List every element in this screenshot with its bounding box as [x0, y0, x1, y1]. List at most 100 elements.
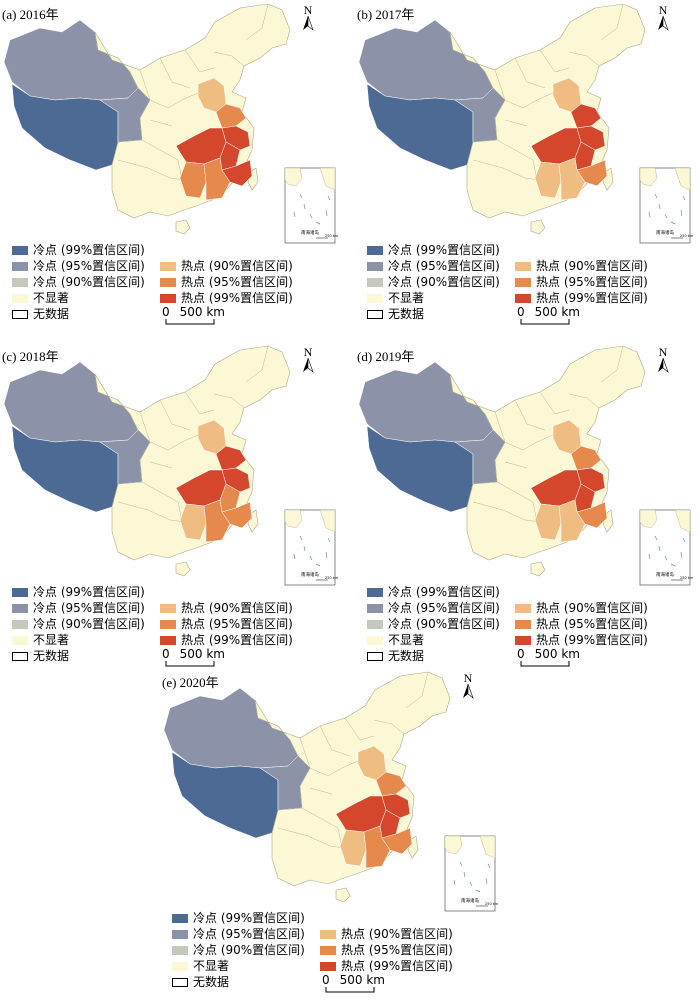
coldspot-swatch: [12, 619, 28, 629]
no-data-legend-label: 无数据: [388, 649, 425, 663]
scale-distance: 500 km: [179, 305, 225, 319]
svg-text:250 km: 250 km: [485, 902, 499, 906]
no-data-legend-label: 无数据: [33, 307, 70, 321]
legend-hot: 热点 (90%置信区间) 热点 (95%置信区间) 热点 (99%置信区间): [515, 258, 648, 306]
not-significant-swatch: [172, 961, 188, 971]
hotspot-legend-item: 热点 (99%置信区间): [515, 290, 648, 306]
coldspot-legend-item: 冷点 (95%置信区间): [172, 926, 305, 942]
legend-cold: 冷点 (99%置信区间) 冷点 (95%置信区间) 冷点 (90%置信区间) 不显著无…: [172, 910, 305, 990]
not-significant-legend-item: 不显著: [367, 290, 500, 306]
hotspot-swatch: [320, 961, 336, 971]
coldspot-swatch: [367, 245, 383, 255]
hotspot-legend-label: 热点 (95%置信区间): [341, 943, 453, 957]
region-zhejiang: [576, 159, 608, 187]
coldspot-swatch: [367, 603, 383, 613]
coldspot-legend-label: 冷点 (95%置信区间): [193, 927, 305, 941]
coldspot-legend-label: 冷点 (90%置信区间): [33, 617, 145, 631]
hotspot-legend-item: 热点 (95%置信区间): [320, 942, 453, 958]
no-data-legend-item: 无数据: [367, 648, 500, 664]
region-zhejiang: [381, 827, 413, 855]
legend-hot: 热点 (90%置信区间) 热点 (95%置信区间) 热点 (99%置信区间): [320, 926, 453, 974]
region-jiangxi: [203, 499, 231, 543]
china-map: N 南海诸岛 250 km: [163, 671, 499, 912]
svg-text:250 km: 250 km: [325, 576, 339, 580]
not-significant-swatch: [12, 293, 28, 303]
coldspot-legend-item: 冷点 (95%置信区间): [12, 258, 145, 274]
svg-text:N: N: [659, 345, 668, 359]
not-significant-legend-label: 不显著: [388, 291, 425, 305]
region-zhejiang: [576, 501, 608, 529]
svg-text:N: N: [304, 345, 313, 359]
legend-cold: 冷点 (99%置信区间) 冷点 (95%置信区间) 冷点 (90%置信区间) 不显著无…: [12, 584, 145, 664]
region-hainan: [335, 887, 351, 903]
no-data-swatch: [367, 651, 383, 661]
svg-text:南海诸岛: 南海诸岛: [301, 571, 319, 578]
legend-cold: 冷点 (99%置信区间) 冷点 (95%置信区间) 冷点 (90%置信区间) 不显著无…: [12, 242, 145, 322]
hotspot-legend-label: 热点 (90%置信区间): [341, 927, 453, 941]
scale-zero: 0: [322, 973, 330, 987]
hotspot-legend-label: 热点 (99%置信区间): [181, 633, 293, 647]
hotspot-swatch: [160, 603, 176, 613]
north-arrow-icon: N: [303, 345, 314, 373]
coldspot-swatch: [172, 929, 188, 939]
coldspot-swatch: [367, 619, 383, 629]
hotspot-legend-item: 热点 (90%置信区间): [160, 600, 293, 616]
legend-hot: 热点 (90%置信区间) 热点 (95%置信区间) 热点 (99%置信区间): [160, 600, 293, 648]
svg-text:南海诸岛: 南海诸岛: [656, 571, 674, 578]
coldspot-swatch: [12, 587, 28, 597]
hotspot-legend-label: 热点 (95%置信区间): [181, 617, 293, 631]
scale-distance: 500 km: [534, 305, 580, 319]
coldspot-swatch: [367, 261, 383, 271]
china-map: N 南海诸岛 250 km: [358, 345, 694, 586]
hotspot-legend-label: 热点 (99%置信区间): [341, 959, 453, 973]
south-china-sea-inset: 南海诸岛 250 km: [284, 167, 339, 244]
coldspot-legend-label: 冷点 (90%置信区间): [33, 275, 145, 289]
coldspot-legend-label: 冷点 (95%置信区间): [33, 259, 145, 273]
no-data-legend-label: 无数据: [388, 307, 425, 321]
region-jiangxi: [203, 157, 231, 201]
scale-bar: 0 500 km: [322, 973, 385, 993]
coldspot-legend-label: 冷点 (95%置信区间): [33, 601, 145, 615]
coldspot-legend-label: 冷点 (99%置信区间): [33, 585, 145, 599]
panel-title: (e) 2020年: [162, 675, 219, 690]
coldspot-swatch: [12, 603, 28, 613]
no-data-swatch: [367, 309, 383, 319]
scale-distance: 500 km: [339, 973, 385, 987]
hotspot-legend-item: 热点 (99%置信区间): [160, 632, 293, 648]
coldspot-legend-label: 冷点 (90%置信区间): [388, 275, 500, 289]
hotspot-swatch: [515, 261, 531, 271]
svg-text:250 km: 250 km: [325, 234, 339, 238]
hotspot-legend-item: 热点 (95%置信区间): [515, 274, 648, 290]
map-panel-2017: (b) 2017年: [355, 0, 700, 340]
no-data-legend-label: 无数据: [193, 975, 230, 989]
south-china-sea-inset: 南海诸岛 250 km: [284, 509, 339, 586]
hotspot-legend-label: 热点 (99%置信区间): [536, 291, 648, 305]
not-significant-legend-label: 不显著: [388, 633, 425, 647]
hotspot-legend-item: 热点 (90%置信区间): [515, 258, 648, 274]
hotspot-legend-item: 热点 (99%置信区间): [320, 958, 453, 974]
not-significant-swatch: [367, 293, 383, 303]
not-significant-legend-label: 不显著: [193, 959, 230, 973]
coldspot-legend-label: 冷点 (99%置信区间): [388, 243, 500, 257]
no-data-legend-item: 无数据: [12, 648, 145, 664]
hotspot-legend-label: 热点 (90%置信区间): [181, 259, 293, 273]
hotspot-legend-item: 热点 (90%置信区间): [160, 258, 293, 274]
hotspot-swatch: [515, 603, 531, 613]
legend-hot: 热点 (90%置信区间) 热点 (95%置信区间) 热点 (99%置信区间): [160, 258, 293, 306]
coldspot-legend-item: 冷点 (90%置信区间): [367, 616, 500, 632]
hotspot-legend-label: 热点 (99%置信区间): [536, 633, 648, 647]
hotspot-legend-label: 热点 (90%置信区间): [536, 259, 648, 273]
not-significant-swatch: [12, 635, 28, 645]
coldspot-legend-item: 冷点 (99%置信区间): [367, 584, 500, 600]
coldspot-swatch: [172, 913, 188, 923]
scale-distance: 500 km: [179, 647, 225, 661]
scale-bar: 0 500 km: [517, 305, 580, 325]
scale-zero: 0: [162, 305, 170, 319]
hotspot-swatch: [160, 293, 176, 303]
no-data-legend-item: 无数据: [172, 974, 305, 990]
north-arrow-icon: N: [463, 671, 474, 699]
region-zhejiang: [221, 501, 253, 529]
hotspot-legend-item: 热点 (95%置信区间): [515, 616, 648, 632]
scale-bar: 0 500 km: [162, 647, 225, 667]
not-significant-legend-item: 不显著: [367, 632, 500, 648]
